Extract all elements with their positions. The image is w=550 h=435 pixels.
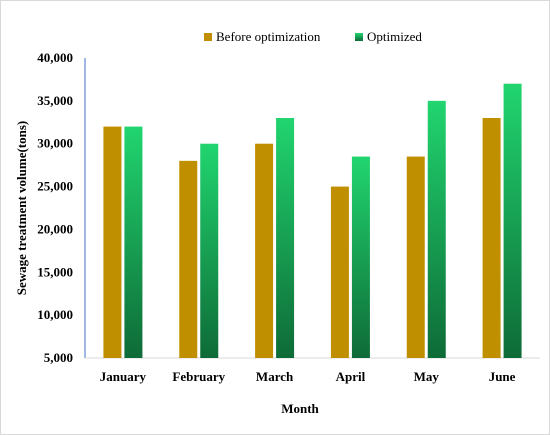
y-tick-label: 30,000: [37, 136, 73, 151]
x-tick-label: February: [172, 369, 225, 384]
legend-label-optimized: Optimized: [367, 29, 422, 44]
x-axis-title: Month: [281, 401, 319, 416]
y-tick-label: 5,000: [44, 350, 73, 365]
bar-optimized-january: [124, 126, 143, 358]
legend-swatch-before: [204, 33, 212, 41]
bar-optimized-june: [503, 83, 522, 358]
bar-before-june: [482, 118, 501, 358]
bar-before-may: [406, 156, 425, 358]
bar-before-january: [103, 126, 122, 358]
x-tick-label: May: [414, 369, 440, 384]
y-tick-label: 40,000: [37, 50, 73, 65]
bars: [103, 83, 522, 358]
x-tick-label: March: [256, 369, 294, 384]
y-tick-label: 35,000: [37, 93, 73, 108]
bar-optimized-march: [276, 118, 295, 358]
legend-swatch-optimized: [355, 33, 363, 41]
legend-label-before: Before optimization: [216, 29, 321, 44]
x-tick-label: June: [489, 369, 516, 384]
y-tick-label: 15,000: [37, 264, 73, 279]
bar-before-february: [179, 160, 198, 358]
y-tick-label: 20,000: [37, 221, 73, 236]
y-tick-label: 10,000: [37, 307, 73, 322]
bar-before-march: [255, 143, 274, 358]
legend: Before optimization Optimized: [204, 29, 422, 44]
bar-before-april: [330, 186, 349, 358]
y-tick-label: 25,000: [37, 179, 73, 194]
x-tick-label: January: [100, 369, 147, 384]
bar-optimized-april: [351, 156, 370, 358]
x-tick-labels: January February March April May June: [100, 369, 516, 384]
y-axis-title: Sewage treatment volume(tons): [14, 121, 29, 296]
x-tick-label: April: [336, 369, 366, 384]
y-tick-labels: 5,000 10,000 15,000 20,000 25,000 30,000 35,00…: [37, 50, 73, 365]
bar-optimized-february: [200, 143, 219, 358]
bar-optimized-may: [427, 100, 446, 358]
